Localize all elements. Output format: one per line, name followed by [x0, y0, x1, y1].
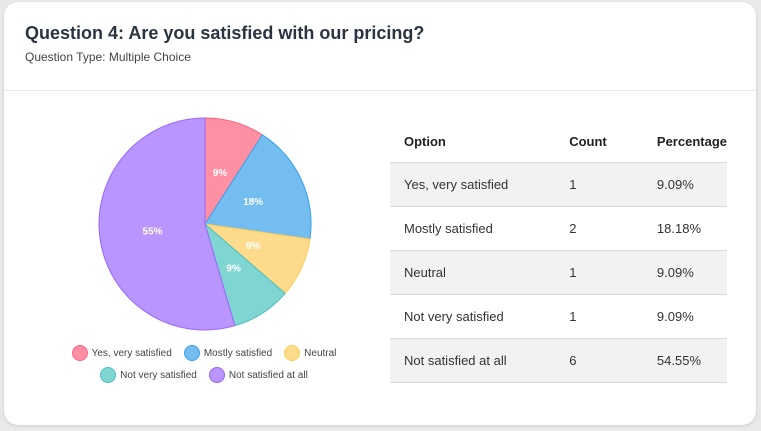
option-cell: Neutral: [390, 250, 556, 295]
legend-item-not-satisfied-at-all[interactable]: Not satisfied at all: [208, 367, 308, 383]
legend-row: Yes, very satisfied Mostly satisfied Neu…: [44, 342, 364, 364]
chart-legend: Yes, very satisfied Mostly satisfied Neu…: [44, 342, 364, 386]
pie-slice-not-satisfied-at-all[interactable]: [98, 117, 236, 331]
legend-swatch: [208, 367, 225, 383]
pie-slice-label: 9%: [213, 168, 228, 179]
option-cell: Yes, very satisfied: [390, 162, 556, 207]
question-type: Question Type: Multiple Choice: [25, 50, 191, 64]
pie-slice-label: 9%: [246, 241, 261, 252]
table-row: Mostly satisfied 2 18.18%: [390, 206, 727, 251]
legend-swatch: [100, 367, 117, 383]
percentage-cell: 9.09%: [642, 294, 727, 339]
legend-label: Not very satisfied: [120, 369, 197, 381]
percentage-cell: 54.55%: [642, 338, 727, 383]
legend-item-mostly-satisfied[interactable]: Mostly satisfied: [183, 345, 273, 361]
pie-chart-svg: 9% 18% 9% 9% 55%: [98, 117, 312, 331]
table-header-row: Option Count Percentage: [390, 120, 727, 163]
count-cell: 1: [555, 250, 643, 295]
table-row: Yes, very satisfied 1 9.09%: [390, 162, 727, 207]
count-cell: 6: [555, 338, 643, 383]
column-header-percentage: Percentage: [642, 120, 727, 163]
option-cell: Mostly satisfied: [390, 206, 556, 251]
legend-swatch: [71, 345, 88, 361]
pie-chart: 9% 18% 9% 9% 55% Yes, very satisfied Mostly …: [44, 106, 364, 396]
pie-slice-label: 18%: [243, 197, 263, 208]
count-cell: 1: [555, 162, 643, 207]
legend-item-yes-very-satisfied[interactable]: Yes, very satisfied: [71, 345, 172, 361]
option-cell: Not satisfied at all: [390, 338, 556, 383]
legend-swatch: [284, 345, 301, 361]
table-row: Not satisfied at all 6 54.55%: [390, 338, 727, 383]
card-header: Question 4: Are you satisfied with our p…: [4, 2, 756, 91]
column-header-option: Option: [390, 120, 556, 163]
results-table: Option Count Percentage Yes, very satisf…: [390, 120, 727, 383]
percentage-cell: 9.09%: [642, 250, 727, 295]
column-header-count: Count: [555, 120, 643, 163]
legend-item-not-very-satisfied[interactable]: Not very satisfied: [100, 367, 197, 383]
legend-label: Not satisfied at all: [228, 369, 308, 381]
table-row: Not very satisfied 1 9.09%: [390, 294, 727, 339]
count-cell: 2: [555, 206, 643, 251]
legend-label: Mostly satisfied: [203, 347, 273, 359]
percentage-cell: 18.18%: [642, 206, 727, 251]
question-title: Question 4: Are you satisfied with our p…: [25, 23, 425, 43]
question-card: Question 4: Are you satisfied with our p…: [4, 2, 756, 425]
legend-row: Not very satisfied Not satisfied at all: [44, 364, 364, 386]
legend-item-neutral[interactable]: Neutral: [284, 345, 336, 361]
legend-label: Neutral: [304, 347, 337, 359]
pie-slice-mostly-satisfied[interactable]: [204, 134, 312, 240]
legend-label: Yes, very satisfied: [91, 347, 172, 359]
count-cell: 1: [555, 294, 643, 339]
table-row: Neutral 1 9.09%: [390, 250, 727, 295]
option-cell: Not very satisfied: [390, 294, 556, 339]
percentage-cell: 9.09%: [642, 162, 727, 207]
pie-slice-label: 55%: [143, 227, 163, 238]
pie-slice-label: 9%: [226, 264, 241, 275]
legend-swatch: [183, 345, 200, 361]
